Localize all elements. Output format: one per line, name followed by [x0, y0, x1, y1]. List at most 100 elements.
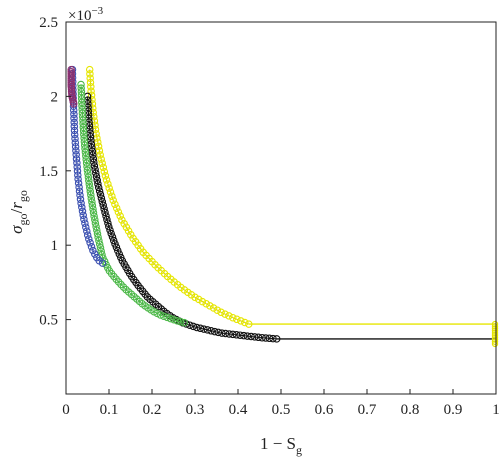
data-point [85, 65, 94, 74]
edge-marker-point [491, 338, 499, 345]
data-point [87, 91, 96, 100]
data-point [104, 219, 112, 227]
series-2 [77, 80, 189, 327]
data-point [92, 172, 101, 181]
data-point [80, 141, 89, 149]
plot-frame [65, 21, 497, 395]
data-point [225, 312, 233, 320]
y-label-sigma: σ [7, 225, 26, 234]
data-point [214, 328, 223, 337]
data-point [114, 208, 123, 216]
data-point [196, 324, 205, 333]
data-point [76, 195, 85, 204]
series-3 [68, 65, 107, 267]
data-point [207, 327, 215, 335]
data-point [127, 230, 135, 239]
data-point [243, 332, 252, 340]
data-point [258, 333, 266, 342]
data-point [225, 330, 233, 338]
data-point [109, 236, 118, 245]
data-point [85, 235, 93, 243]
x-tick-label: 0.3 [186, 402, 205, 418]
data-point [78, 203, 86, 212]
data-point [194, 295, 203, 304]
data-point [217, 308, 225, 317]
data-point [265, 334, 274, 343]
data-point [77, 91, 86, 99]
data-point [92, 169, 100, 177]
y-label-r: r [7, 202, 26, 209]
edge-marker-point [491, 340, 499, 348]
data-point [91, 121, 99, 129]
data-point [96, 190, 105, 199]
y-label-r-sub: go [16, 190, 30, 202]
edge-markers [491, 320, 499, 348]
data-point [106, 188, 115, 196]
data-point [88, 147, 97, 156]
data-point [83, 227, 91, 235]
series-line [87, 96, 277, 340]
x-tick-label: 1 [492, 402, 500, 418]
data-point [105, 184, 113, 192]
data-point [70, 122, 79, 131]
data-point [78, 102, 86, 110]
x-tick-label: 0.9 [444, 402, 463, 418]
data-point [213, 306, 222, 314]
data-point [191, 293, 199, 302]
data-point [77, 80, 85, 89]
data-point [160, 312, 168, 320]
data-point [81, 145, 89, 153]
y-exponent-power: −3 [91, 5, 103, 17]
data-point [79, 116, 87, 124]
data-point [81, 148, 90, 157]
data-point [76, 191, 84, 199]
data-point [93, 226, 101, 234]
data-point [83, 231, 92, 239]
series-line [72, 69, 103, 264]
edge-marker-point [491, 331, 499, 339]
data-point [77, 87, 86, 96]
data-point [93, 176, 101, 185]
data-point [245, 320, 253, 328]
data-point [95, 236, 103, 245]
data-point [71, 138, 80, 147]
data-point [166, 314, 175, 323]
data-point [91, 219, 100, 227]
data-point [247, 332, 255, 341]
data-point [79, 127, 88, 135]
edge-marker-point [491, 320, 499, 328]
data-point [73, 159, 81, 167]
data-point [88, 198, 96, 206]
data-point [86, 70, 94, 78]
data-point [93, 229, 102, 238]
data-point [87, 83, 95, 91]
data-point [237, 317, 245, 325]
data-point [80, 137, 89, 146]
data-point [74, 175, 82, 183]
data-point [102, 176, 111, 184]
data-point [99, 163, 108, 172]
data-point [79, 211, 87, 220]
data-point [79, 120, 87, 128]
data-point [98, 159, 106, 167]
data-point [89, 208, 98, 217]
plot-series [67, 65, 499, 348]
data-point [108, 233, 117, 241]
data-point [94, 142, 103, 151]
data-point [200, 325, 208, 333]
data-point [177, 318, 185, 326]
data-point [72, 151, 80, 159]
data-point [77, 95, 86, 103]
data-point [229, 330, 237, 339]
data-point [269, 334, 277, 343]
data-point [71, 134, 79, 143]
data-point [156, 311, 165, 319]
data-point [189, 322, 198, 331]
data-point [90, 162, 99, 170]
data-point [73, 167, 82, 175]
data-point [83, 162, 91, 171]
y-tick-label: 1.5 [39, 164, 58, 180]
data-point [118, 216, 126, 224]
y-tick-label: 2 [51, 89, 59, 105]
